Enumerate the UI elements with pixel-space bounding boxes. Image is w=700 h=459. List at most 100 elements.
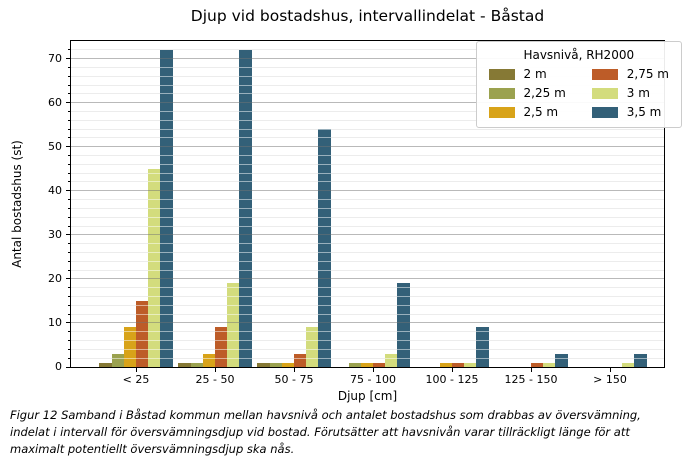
x-tick-label: > 150 — [593, 373, 627, 386]
y-tick-label: 50 — [48, 139, 62, 153]
y-axis-tick — [66, 366, 70, 368]
y-axis-tick — [66, 190, 70, 192]
bar — [202, 353, 215, 367]
y-axis-minor-tick — [67, 225, 70, 227]
bar — [555, 353, 568, 367]
y-axis-minor-tick — [67, 119, 70, 121]
legend-item: 2,25 m — [488, 86, 566, 100]
chart-title: Djup vid bostadshus, intervallindelat - … — [190, 7, 545, 25]
y-axis-minor-tick — [67, 331, 70, 333]
y-axis-minor-tick — [67, 216, 70, 218]
bar — [476, 327, 489, 367]
y-tick-label: 20 — [48, 271, 62, 285]
figure-caption: Figur 12 Samband i Båstad kommun mellan … — [10, 408, 641, 456]
y-axis-minor-tick — [67, 172, 70, 174]
y-axis-minor-tick — [67, 199, 70, 201]
legend-swatch — [488, 106, 515, 118]
bar — [281, 362, 294, 367]
y-axis-tick — [66, 234, 70, 236]
bar — [239, 49, 252, 367]
legend-swatch — [488, 68, 515, 80]
y-axis-minor-tick — [67, 49, 70, 51]
legend-label: 2,75 m — [626, 67, 669, 81]
y-axis-minor-tick — [67, 357, 70, 359]
bar — [439, 362, 452, 367]
legend-items: 2 m 2,25 m 2,5 m 2,75 m 3 m 3,5 m — [488, 67, 669, 119]
y-axis-tick — [66, 146, 70, 148]
bar — [306, 327, 319, 367]
bar — [257, 362, 270, 367]
x-tick-label: 100 - 125 — [425, 373, 479, 386]
bar — [99, 362, 112, 367]
legend-item: 2,75 m — [591, 67, 669, 81]
y-tick-label: 60 — [48, 95, 62, 109]
y-axis-minor-tick — [67, 84, 70, 86]
x-tick-label: 75 - 100 — [350, 373, 396, 386]
bar — [318, 129, 331, 367]
y-tick-label: 30 — [48, 227, 62, 241]
y-tick-label: 40 — [48, 183, 62, 197]
y-axis-minor-tick — [67, 155, 70, 157]
y-axis-minor-tick — [67, 137, 70, 139]
legend-swatch — [591, 87, 618, 99]
y-axis-minor-tick — [67, 207, 70, 209]
y-axis-minor-tick — [67, 304, 70, 306]
x-tick-label: < 25 — [122, 373, 150, 386]
bar — [111, 353, 124, 367]
legend-label: 3,5 m — [626, 105, 662, 119]
bar — [373, 362, 386, 367]
legend-label: 3 m — [626, 86, 650, 100]
bar — [543, 362, 556, 367]
y-axis-minor-tick — [67, 243, 70, 245]
bar — [531, 362, 544, 367]
y-axis-minor-tick — [67, 348, 70, 350]
y-axis-minor-tick — [67, 340, 70, 342]
x-axis-tick — [372, 368, 374, 372]
bar — [178, 362, 191, 367]
legend-label: 2 m — [523, 67, 547, 81]
x-axis-tick — [451, 368, 453, 372]
bar — [136, 300, 149, 367]
bar — [464, 362, 477, 367]
y-tick-label: 10 — [48, 315, 62, 329]
bar — [160, 49, 173, 367]
legend-label: 2,5 m — [523, 105, 559, 119]
y-axis-minor-tick — [67, 163, 70, 165]
x-tick-label: 25 - 50 — [195, 373, 235, 386]
y-axis-tick — [66, 102, 70, 104]
y-tick-label: 0 — [55, 360, 62, 373]
x-axis-tick — [214, 368, 216, 372]
x-axis-tick — [293, 368, 295, 372]
bar — [397, 283, 410, 367]
bar — [215, 327, 228, 367]
legend-label: 2,25 m — [523, 86, 566, 100]
y-axis-minor-tick — [67, 110, 70, 112]
y-axis-minor-tick — [67, 251, 70, 253]
x-axis-tick — [609, 368, 611, 372]
bar — [123, 327, 136, 367]
y-axis-label: Antal bostadshus (st) — [10, 140, 24, 268]
x-tick-label: 125 - 150 — [504, 373, 558, 386]
y-axis-minor-tick — [67, 66, 70, 68]
x-axis-label: Djup [cm] — [337, 389, 398, 403]
x-axis-tick — [530, 368, 532, 372]
y-tick-label: 70 — [48, 51, 62, 65]
bar — [294, 353, 307, 367]
bar — [269, 362, 282, 367]
bar — [148, 168, 161, 367]
legend-swatch — [591, 68, 618, 80]
legend-swatch — [591, 106, 618, 118]
bar — [452, 362, 465, 367]
legend: Havsnivå, RH2000 2 m 2,25 m 2,5 m 2,75 m 3 m… — [475, 41, 682, 128]
x-tick-label: 50 - 75 — [274, 373, 314, 386]
y-axis-minor-tick — [67, 75, 70, 77]
legend-item: 3,5 m — [591, 105, 669, 119]
legend-item: 2,5 m — [488, 105, 566, 119]
y-axis-tick — [66, 322, 70, 324]
bar — [348, 362, 361, 367]
bar — [360, 362, 373, 367]
bar — [622, 362, 635, 367]
bar — [190, 362, 203, 367]
y-axis-minor-tick — [67, 260, 70, 262]
